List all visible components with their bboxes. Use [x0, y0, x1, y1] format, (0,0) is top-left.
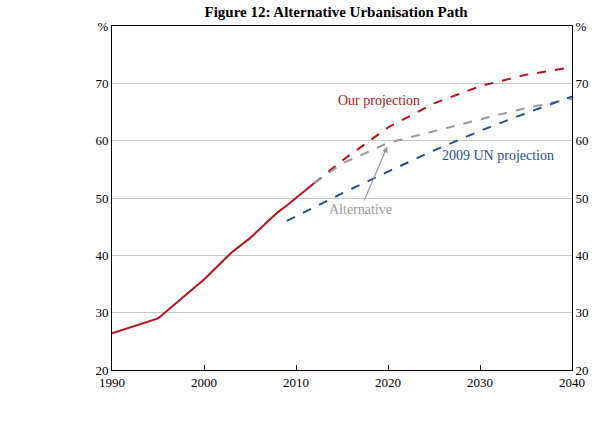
svg-text:2010: 2010	[283, 375, 309, 390]
svg-text:70: 70	[576, 76, 589, 91]
svg-text:40: 40	[576, 248, 589, 263]
svg-text:30: 30	[95, 305, 108, 320]
svg-text:40: 40	[95, 248, 108, 263]
svg-text:%: %	[576, 19, 587, 34]
svg-text:Figure 12: Alternative Urbanis: Figure 12: Alternative Urbanisation Path	[204, 4, 468, 20]
svg-text:2000: 2000	[191, 375, 217, 390]
svg-text:60: 60	[576, 133, 589, 148]
svg-text:60: 60	[95, 133, 108, 148]
svg-text:%: %	[98, 19, 109, 34]
svg-text:2040: 2040	[559, 375, 585, 390]
svg-text:30: 30	[576, 305, 589, 320]
svg-text:20: 20	[95, 363, 108, 378]
svg-text:2030: 2030	[467, 375, 493, 390]
svg-text:70: 70	[95, 76, 108, 91]
svg-text:Our projection: Our projection	[338, 93, 420, 108]
svg-text:2009 UN projection: 2009 UN projection	[442, 148, 554, 163]
svg-text:1990: 1990	[99, 375, 125, 390]
svg-text:2020: 2020	[375, 375, 401, 390]
svg-text:Sources: CEIC; authors' calcul: Sources: CEIC; authors' calculations	[4, 424, 194, 426]
svg-text:20: 20	[576, 363, 589, 378]
svg-text:50: 50	[95, 191, 108, 206]
svg-text:Alternative: Alternative	[329, 202, 392, 217]
svg-text:50: 50	[576, 191, 589, 206]
